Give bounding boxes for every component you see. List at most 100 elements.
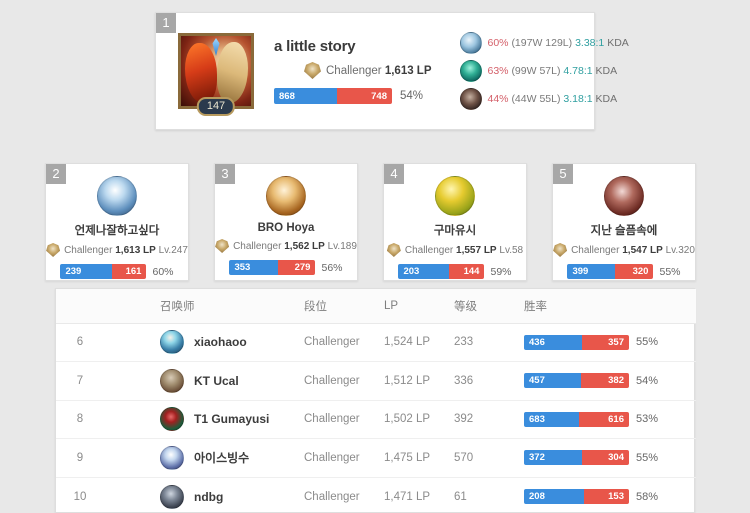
table-row[interactable]: 8 T1 Gumayusi Challenger 1,502 LP 392 <box>56 400 696 439</box>
summoner-icon-6[interactable] <box>160 330 184 355</box>
tier-label: Challenger <box>326 64 382 77</box>
lp-value: 1,613 LP <box>115 244 156 256</box>
rank-badge: 5 <box>553 164 573 184</box>
table-header-row: 召唤师 段位 LP 等级 胜率 <box>56 289 696 324</box>
losses-segment: 161 <box>111 264 147 279</box>
challenger-tier-icon <box>46 243 61 257</box>
summoner-icon-10[interactable] <box>160 484 184 509</box>
champion-kda: 4.78:1 <box>563 65 593 77</box>
column-header-summoner[interactable]: 召唤师 <box>104 289 304 324</box>
winloss-bar: 353 279 <box>229 260 316 275</box>
cell-summoner: xiaohaoo <box>104 323 304 362</box>
champion-stat-text: 60% (197W 129L) 3.38:1 KDA <box>488 37 629 49</box>
table-row[interactable]: 10 ndbg Challenger 1,471 LP 61 208 <box>56 477 696 513</box>
winrate-percent: 60% <box>152 265 174 278</box>
summoner-icon-5[interactable] <box>604 176 644 216</box>
summoner-card-4[interactable]: 4 구마유시 Challenger 1,557 LP Lv.58 203 144 <box>383 163 527 281</box>
summoner-card-5[interactable]: 5 지난 슬픔속에 Challenger 1,547 LP Lv.320 399… <box>552 163 696 281</box>
cell-summoner: ndbg <box>104 477 304 513</box>
winloss-bar: 457 382 <box>524 373 629 389</box>
tier-line: Challenger 1,613 LP Lv.247 <box>46 243 188 257</box>
losses-segment: 144 <box>448 264 485 279</box>
tier-label: Challenger <box>571 244 620 256</box>
losses-segment: 304 <box>581 450 629 466</box>
top-summoner-card[interactable]: 1 147 a little story Challenger 1,613 LP <box>155 12 629 130</box>
winrate-percent: 55% <box>636 336 659 349</box>
champion-stat-row[interactable]: 60% (197W 129L) 3.38:1 KDA <box>459 32 629 54</box>
column-header-tier[interactable]: 段位 <box>304 289 384 324</box>
wins-segment: 457 <box>524 373 582 389</box>
table-row[interactable]: 7 KT Ucal Challenger 1,512 LP 336 457 <box>56 361 696 401</box>
losses-segment: 748 <box>337 88 392 104</box>
summoner-name[interactable]: ndbg <box>194 489 224 504</box>
summoner-icon-7[interactable] <box>160 368 184 393</box>
summoner-name[interactable]: BRO Hoya <box>257 222 315 234</box>
summoner-icon-9[interactable] <box>160 445 184 470</box>
rank-badge: 4 <box>384 164 404 184</box>
tier-line: Challenger 1,613 LP <box>274 62 432 79</box>
column-header-winrate[interactable]: 胜率 <box>524 289 696 324</box>
winloss-row: 203 144 59% <box>384 264 526 279</box>
level-value: Lv.58 <box>499 244 524 256</box>
summoner-card-2[interactable]: 2 언제나잘하고싶다 Challenger 1,613 LP Lv.247 23… <box>45 163 189 281</box>
tier-text: Challenger 1,562 LP Lv.189 <box>233 241 357 252</box>
champion-record: (99W 57L) <box>511 65 561 77</box>
summoner-avatar[interactable]: 147 <box>178 33 254 116</box>
winloss-bar: 868 748 <box>274 88 392 104</box>
table-row[interactable]: 6 xiaohaoo Challenger 1,524 LP 233 436 <box>56 323 696 362</box>
tier-text: Challenger 1,613 LP <box>326 65 432 77</box>
cell-summoner: T1 Gumayusi <box>104 400 304 439</box>
champion-icon-3 <box>459 88 482 110</box>
column-header-rank[interactable] <box>56 289 104 324</box>
summoner-name[interactable]: a little story <box>274 38 356 55</box>
cell-tier: Challenger <box>304 400 384 439</box>
wins-segment: 203 <box>398 264 449 279</box>
winloss-bar: 436 357 <box>524 334 629 350</box>
cell-rank: 7 <box>56 361 104 401</box>
rank-badge: 2 <box>46 164 66 184</box>
summoner-name[interactable]: 지난 슬픔속에 <box>590 225 658 237</box>
champion-stat-text: 44% (44W 55L) 3.18:1 KDA <box>488 93 618 105</box>
wins-segment: 436 <box>524 334 582 350</box>
lp-value: 1,613 LP <box>384 64 432 77</box>
wins-segment: 353 <box>229 260 278 275</box>
summoner-name[interactable]: xiaohaoo <box>194 335 247 350</box>
tier-line: Challenger 1,547 LP Lv.320 <box>553 243 695 257</box>
champion-stat-row[interactable]: 44% (44W 55L) 3.18:1 KDA <box>459 88 629 110</box>
table-row[interactable]: 9 아이스빙수 Challenger 1,475 LP 570 372 <box>56 438 696 478</box>
winloss-bar: 239 161 <box>60 264 147 279</box>
cell-rank: 8 <box>56 400 104 439</box>
lp-value: 1,557 LP <box>456 244 497 256</box>
level-value: Lv.320 <box>665 244 695 256</box>
winrate-percent: 56% <box>321 261 343 274</box>
tier-label: Challenger <box>404 244 454 256</box>
champion-winrate: 63% <box>487 65 509 77</box>
summoner-icon-8[interactable] <box>160 407 184 432</box>
level-value: Lv.189 <box>327 240 357 252</box>
tier-line: Challenger 1,557 LP Lv.58 <box>384 243 526 257</box>
cell-level: 61 <box>454 490 467 503</box>
winrate-percent: 54% <box>400 90 424 102</box>
tier-line: Challenger 1,562 LP Lv.189 <box>215 239 357 253</box>
column-header-level[interactable]: 等级 <box>454 289 524 324</box>
champion-stat-text: 63% (99W 57L) 4.78:1 KDA <box>488 65 618 77</box>
tier-text: Challenger 1,547 LP Lv.320 <box>571 245 695 256</box>
cell-rank: 6 <box>56 323 104 362</box>
challenger-tier-icon <box>386 243 401 257</box>
cell-level: 570 <box>454 438 524 478</box>
column-header-lp[interactable]: LP <box>384 289 454 324</box>
summoner-level-badge: 147 <box>196 97 236 116</box>
summoner-name[interactable]: T1 Gumayusi <box>194 412 270 427</box>
summoner-name[interactable]: 구마유시 <box>433 225 477 237</box>
summoner-icon-2[interactable] <box>97 176 137 216</box>
summoner-icon-4[interactable] <box>435 176 475 216</box>
champion-stat-row[interactable]: 63% (99W 57L) 4.78:1 KDA <box>459 60 629 82</box>
losses-segment: 279 <box>277 260 316 275</box>
summoner-name[interactable]: KT Ucal <box>194 373 239 388</box>
summoner-name[interactable]: 언제나잘하고싶다 <box>74 225 160 237</box>
summoner-name[interactable]: 아이스빙수 <box>194 451 250 466</box>
winloss-bar: 208 153 <box>524 489 629 504</box>
summoner-card-3[interactable]: 3 BRO Hoya Challenger 1,562 LP Lv.189 35… <box>214 163 358 281</box>
summoner-icon-3[interactable] <box>266 176 306 216</box>
champion-stats-list: 60% (197W 129L) 3.38:1 KDA 63% (99W 57L)… <box>459 26 629 116</box>
